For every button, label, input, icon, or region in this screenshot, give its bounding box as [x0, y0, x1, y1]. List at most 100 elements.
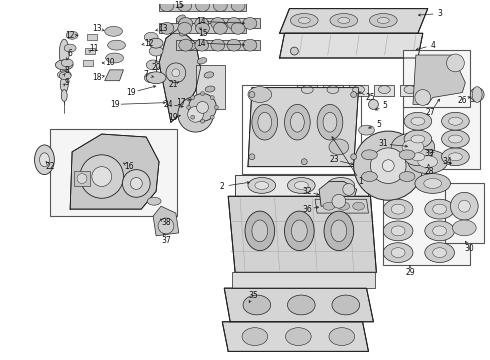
Text: 37: 37 [161, 236, 171, 245]
Ellipse shape [383, 221, 413, 241]
Ellipse shape [411, 135, 425, 143]
Ellipse shape [146, 72, 166, 84]
Ellipse shape [301, 86, 313, 94]
Ellipse shape [160, 0, 174, 12]
Polygon shape [105, 70, 123, 81]
Ellipse shape [324, 211, 354, 251]
Ellipse shape [243, 18, 257, 30]
Bar [323, 85, 343, 95]
Text: 6: 6 [68, 49, 73, 58]
Circle shape [188, 107, 203, 122]
Ellipse shape [77, 174, 87, 184]
Ellipse shape [404, 86, 416, 94]
Ellipse shape [176, 15, 185, 22]
Text: 22: 22 [46, 162, 55, 171]
Ellipse shape [245, 211, 274, 251]
Ellipse shape [59, 72, 71, 80]
Ellipse shape [105, 26, 122, 36]
Ellipse shape [258, 112, 271, 132]
Bar [83, 60, 93, 66]
Polygon shape [315, 199, 368, 213]
Ellipse shape [61, 90, 67, 102]
Ellipse shape [424, 179, 441, 188]
Ellipse shape [55, 60, 73, 70]
Bar [383, 184, 470, 265]
Circle shape [301, 159, 307, 165]
Circle shape [458, 200, 470, 212]
Text: 12: 12 [65, 31, 75, 40]
Text: 14: 14 [196, 17, 205, 26]
Text: 10: 10 [105, 58, 115, 67]
Polygon shape [280, 9, 428, 33]
Ellipse shape [329, 328, 355, 346]
Ellipse shape [149, 38, 163, 48]
Ellipse shape [35, 145, 54, 175]
Text: 21: 21 [168, 80, 178, 89]
Ellipse shape [408, 150, 447, 174]
Ellipse shape [231, 0, 245, 12]
Ellipse shape [160, 22, 174, 34]
Bar [349, 85, 368, 95]
Ellipse shape [59, 39, 69, 67]
Bar [74, 171, 90, 186]
Text: 5: 5 [376, 120, 381, 129]
Ellipse shape [231, 22, 245, 34]
Ellipse shape [149, 46, 163, 56]
Polygon shape [70, 134, 159, 209]
Ellipse shape [227, 18, 241, 30]
Ellipse shape [383, 199, 413, 219]
Ellipse shape [252, 104, 278, 140]
Polygon shape [159, 28, 200, 122]
Circle shape [187, 105, 191, 109]
Ellipse shape [294, 181, 308, 189]
Text: 15: 15 [174, 1, 184, 10]
Circle shape [214, 105, 219, 109]
Circle shape [351, 91, 357, 98]
Ellipse shape [179, 18, 193, 30]
Ellipse shape [285, 211, 314, 251]
Ellipse shape [425, 199, 454, 219]
Bar [159, 1, 246, 10]
Ellipse shape [378, 86, 390, 94]
Text: 29: 29 [405, 268, 415, 277]
Ellipse shape [404, 112, 432, 130]
Ellipse shape [288, 295, 315, 315]
Bar [403, 50, 470, 107]
Text: 26: 26 [458, 96, 467, 105]
Bar [232, 273, 375, 288]
Text: 20: 20 [151, 63, 161, 72]
Ellipse shape [205, 86, 215, 92]
Ellipse shape [292, 220, 307, 242]
Ellipse shape [179, 39, 193, 51]
Bar [159, 23, 246, 33]
Ellipse shape [66, 31, 78, 39]
Ellipse shape [40, 153, 49, 167]
Ellipse shape [418, 156, 438, 168]
Ellipse shape [196, 22, 209, 34]
Circle shape [196, 102, 208, 113]
Ellipse shape [472, 87, 482, 103]
Polygon shape [224, 288, 373, 322]
Ellipse shape [227, 39, 241, 51]
Text: 38: 38 [161, 219, 171, 228]
Ellipse shape [441, 130, 469, 148]
Text: 33: 33 [425, 149, 435, 158]
Circle shape [210, 96, 214, 100]
Polygon shape [319, 181, 357, 206]
Ellipse shape [188, 44, 197, 50]
Ellipse shape [144, 73, 158, 83]
Text: 5: 5 [383, 101, 388, 110]
Ellipse shape [441, 112, 469, 130]
Ellipse shape [291, 112, 304, 132]
Ellipse shape [213, 0, 227, 12]
Ellipse shape [399, 150, 415, 160]
Ellipse shape [329, 139, 349, 155]
Ellipse shape [248, 87, 271, 103]
Text: 30: 30 [465, 244, 474, 253]
Circle shape [191, 96, 195, 100]
Ellipse shape [61, 59, 73, 67]
Ellipse shape [362, 150, 377, 160]
Text: 28: 28 [425, 167, 435, 176]
Text: 19: 19 [110, 100, 120, 109]
Ellipse shape [196, 0, 209, 12]
